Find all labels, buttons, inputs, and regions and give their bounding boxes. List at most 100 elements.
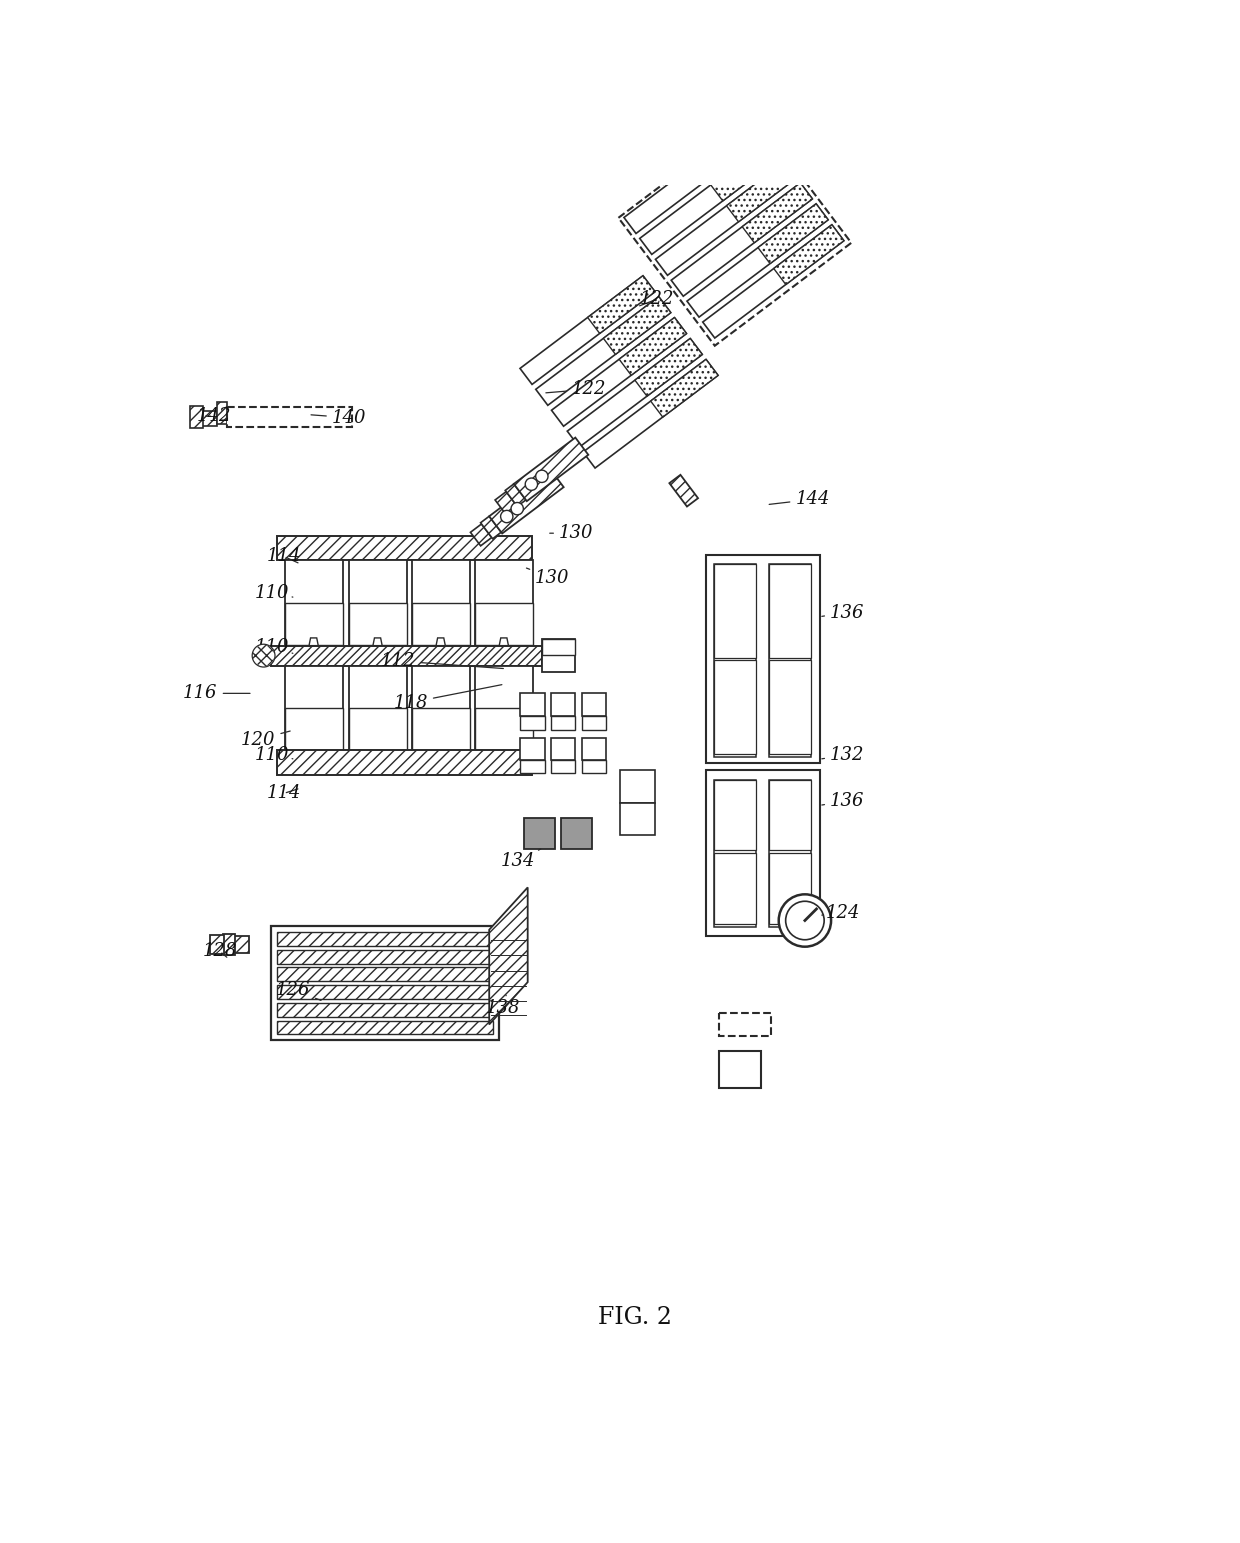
Bar bbox=[278, 967, 494, 981]
Bar bbox=[656, 162, 796, 275]
Bar bbox=[272, 926, 500, 1040]
Bar bbox=[278, 932, 494, 946]
Text: 130: 130 bbox=[549, 525, 594, 542]
Bar bbox=[272, 645, 542, 665]
Bar bbox=[201, 410, 217, 426]
Bar bbox=[350, 602, 407, 645]
Polygon shape bbox=[436, 637, 445, 645]
Text: 130: 130 bbox=[527, 568, 569, 586]
Circle shape bbox=[253, 645, 274, 667]
Bar bbox=[635, 338, 702, 397]
Circle shape bbox=[536, 471, 548, 483]
Bar bbox=[769, 660, 811, 755]
Bar bbox=[719, 1012, 771, 1035]
Bar bbox=[278, 1003, 494, 1017]
Bar bbox=[714, 660, 756, 755]
Bar bbox=[624, 120, 765, 233]
Bar bbox=[495, 492, 516, 514]
Bar bbox=[475, 602, 533, 645]
Bar bbox=[719, 1051, 761, 1088]
Bar bbox=[350, 665, 407, 750]
Bar bbox=[671, 184, 812, 296]
Bar bbox=[278, 1020, 494, 1034]
Bar bbox=[278, 750, 532, 775]
Bar bbox=[714, 853, 756, 924]
Bar bbox=[520, 693, 544, 716]
Text: 136: 136 bbox=[822, 792, 864, 810]
Bar bbox=[769, 565, 811, 756]
Text: 142: 142 bbox=[196, 407, 231, 426]
Text: FIG. 2: FIG. 2 bbox=[599, 1305, 672, 1329]
Bar bbox=[714, 565, 756, 756]
Bar bbox=[520, 759, 544, 773]
Bar bbox=[536, 296, 671, 406]
Bar bbox=[350, 708, 407, 750]
Text: 114: 114 bbox=[267, 784, 301, 802]
Bar bbox=[520, 276, 655, 384]
Circle shape bbox=[526, 478, 538, 491]
Bar bbox=[285, 665, 343, 750]
Bar bbox=[714, 565, 756, 657]
Bar bbox=[552, 318, 687, 426]
Bar bbox=[285, 602, 343, 645]
Bar bbox=[758, 204, 828, 264]
Text: 120: 120 bbox=[241, 730, 290, 748]
Bar bbox=[582, 759, 606, 773]
Text: 124: 124 bbox=[822, 904, 861, 921]
Bar bbox=[285, 708, 343, 750]
Bar bbox=[769, 565, 811, 657]
Bar bbox=[620, 770, 655, 802]
Bar bbox=[619, 114, 852, 346]
Bar bbox=[551, 716, 575, 730]
Bar bbox=[551, 693, 575, 716]
Bar bbox=[412, 665, 470, 750]
Text: 126: 126 bbox=[275, 981, 321, 1000]
Circle shape bbox=[511, 503, 523, 515]
Text: 116: 116 bbox=[184, 685, 250, 702]
Bar bbox=[278, 950, 494, 964]
Bar bbox=[513, 438, 588, 501]
Bar bbox=[769, 779, 811, 927]
Bar bbox=[769, 779, 811, 850]
Bar bbox=[619, 318, 687, 375]
Bar bbox=[582, 693, 606, 716]
Text: 118: 118 bbox=[393, 685, 502, 711]
Bar bbox=[217, 403, 227, 424]
Bar bbox=[560, 818, 591, 849]
Bar bbox=[412, 708, 470, 750]
Bar bbox=[223, 934, 236, 955]
Bar bbox=[520, 738, 544, 759]
Text: 122: 122 bbox=[546, 380, 606, 398]
Polygon shape bbox=[309, 637, 319, 645]
Bar bbox=[743, 184, 812, 242]
Bar bbox=[551, 759, 575, 773]
Bar bbox=[707, 770, 821, 937]
Bar bbox=[475, 708, 533, 750]
Bar bbox=[651, 360, 718, 417]
Bar bbox=[542, 639, 574, 671]
Bar bbox=[475, 560, 533, 645]
Bar bbox=[604, 296, 671, 355]
Text: 128: 128 bbox=[202, 943, 237, 960]
Circle shape bbox=[786, 901, 825, 940]
Bar bbox=[412, 560, 470, 645]
Bar bbox=[278, 984, 494, 998]
Bar bbox=[769, 853, 811, 924]
Bar bbox=[505, 485, 526, 506]
Text: 112: 112 bbox=[381, 653, 503, 670]
Bar bbox=[582, 738, 606, 759]
Text: 110: 110 bbox=[254, 639, 293, 656]
Bar bbox=[714, 779, 756, 850]
Text: 110: 110 bbox=[254, 585, 293, 602]
Circle shape bbox=[253, 645, 274, 667]
Bar bbox=[640, 140, 781, 255]
Bar bbox=[707, 555, 821, 762]
Text: 136: 136 bbox=[822, 603, 864, 622]
Bar bbox=[350, 560, 407, 645]
Text: 114: 114 bbox=[267, 548, 301, 565]
Circle shape bbox=[779, 895, 831, 947]
Bar bbox=[620, 802, 655, 835]
Bar bbox=[567, 338, 702, 447]
Bar bbox=[711, 140, 781, 201]
Polygon shape bbox=[373, 637, 382, 645]
